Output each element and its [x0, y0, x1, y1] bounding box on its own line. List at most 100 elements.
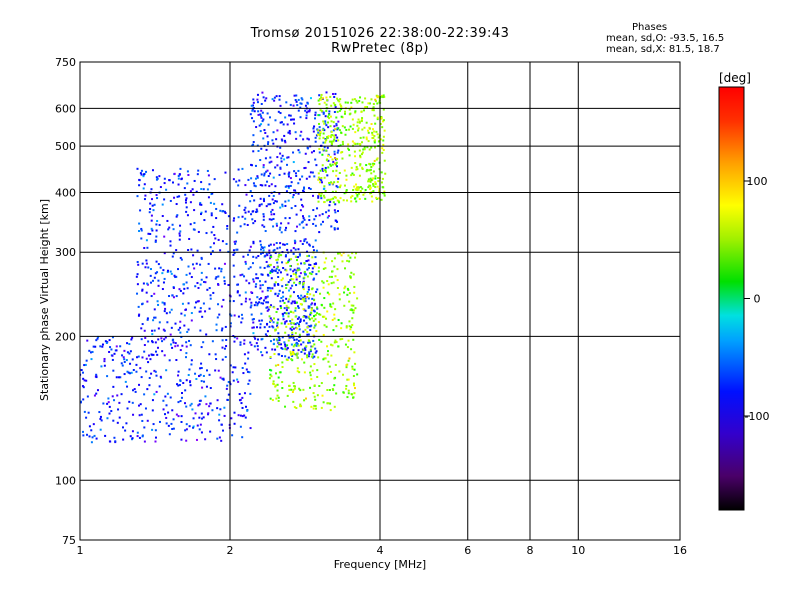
- data-point-x-mode: [330, 282, 333, 285]
- data-point-o-mode: [313, 218, 316, 221]
- data-point-o-mode: [244, 260, 247, 263]
- data-point-o-mode: [222, 298, 225, 301]
- data-point-x-mode: [346, 101, 349, 104]
- data-point-o-mode: [305, 260, 308, 263]
- data-point-o-mode: [184, 308, 187, 311]
- data-point-x-mode: [352, 338, 355, 341]
- data-point-x-mode: [276, 383, 279, 386]
- data-point-o-mode: [257, 110, 260, 113]
- data-point-o-mode: [104, 434, 107, 437]
- data-point-o-mode: [289, 327, 292, 330]
- data-point-x-mode: [350, 304, 353, 307]
- data-point-o-mode: [146, 317, 149, 320]
- data-point-x-mode: [281, 381, 284, 384]
- data-point-x-mode: [348, 292, 351, 295]
- data-point-x-mode: [353, 285, 356, 288]
- data-point-o-mode: [263, 255, 266, 258]
- data-point-x-mode: [357, 192, 360, 195]
- data-point-o-mode: [161, 350, 164, 353]
- data-point-o-mode: [182, 292, 185, 295]
- data-point-o-mode: [260, 246, 263, 249]
- data-point-x-mode: [334, 363, 337, 366]
- data-point-o-mode: [171, 428, 174, 431]
- data-point-x-mode: [323, 324, 326, 327]
- data-point-x-mode: [310, 307, 313, 310]
- data-point-o-mode: [135, 370, 138, 373]
- data-point-x-mode: [350, 101, 353, 104]
- data-point-o-mode: [240, 321, 243, 324]
- data-point-x-mode: [333, 313, 336, 316]
- data-point-o-mode: [329, 200, 332, 203]
- data-point-o-mode: [281, 348, 284, 351]
- data-point-o-mode: [115, 349, 118, 352]
- data-point-x-mode: [331, 318, 334, 321]
- data-point-x-mode: [336, 110, 339, 113]
- data-point-o-mode: [295, 344, 298, 347]
- data-point-o-mode: [180, 177, 183, 180]
- data-point-x-mode: [355, 183, 358, 186]
- data-point-x-mode: [342, 391, 345, 394]
- data-point-x-mode: [302, 283, 305, 286]
- data-point-o-mode: [173, 172, 176, 175]
- data-point-o-mode: [164, 395, 167, 398]
- data-point-o-mode: [279, 167, 282, 170]
- data-point-o-mode: [192, 254, 195, 257]
- data-point-x-mode: [350, 326, 353, 329]
- data-point-x-mode: [327, 135, 330, 138]
- data-point-o-mode: [150, 353, 153, 356]
- data-point-o-mode: [161, 203, 164, 206]
- data-point-x-mode: [364, 189, 367, 192]
- data-point-o-mode: [232, 379, 235, 382]
- data-point-o-mode: [299, 106, 302, 109]
- data-point-o-mode: [214, 369, 217, 372]
- data-point-o-mode: [271, 198, 274, 201]
- data-point-o-mode: [178, 195, 181, 198]
- data-point-o-mode: [174, 345, 177, 348]
- data-point-o-mode: [322, 141, 325, 144]
- data-point-o-mode: [200, 380, 203, 383]
- data-point-o-mode: [243, 353, 246, 356]
- data-point-o-mode: [140, 229, 143, 232]
- data-point-o-mode: [290, 302, 293, 305]
- data-point-x-mode: [369, 163, 372, 166]
- data-point-x-mode: [330, 370, 333, 373]
- data-point-o-mode: [291, 284, 294, 287]
- data-point-x-mode: [281, 361, 284, 364]
- data-point-o-mode: [121, 354, 124, 357]
- data-point-o-mode: [161, 215, 164, 218]
- grid-lines: [80, 62, 680, 540]
- data-point-o-mode: [294, 99, 297, 102]
- data-point-o-mode: [185, 273, 188, 276]
- data-point-x-mode: [373, 162, 376, 165]
- data-point-o-mode: [305, 114, 308, 117]
- data-point-o-mode: [256, 302, 259, 305]
- data-point-o-mode: [318, 151, 321, 154]
- data-point-x-mode: [320, 192, 323, 195]
- data-point-o-mode: [115, 376, 118, 379]
- data-point-o-mode: [95, 437, 98, 440]
- data-point-o-mode: [236, 283, 239, 286]
- data-point-x-mode: [285, 304, 288, 307]
- data-point-o-mode: [196, 424, 199, 427]
- data-point-o-mode: [189, 380, 192, 383]
- data-point-x-mode: [369, 184, 372, 187]
- data-point-x-mode: [330, 181, 333, 184]
- data-point-o-mode: [309, 350, 312, 353]
- data-point-o-mode: [216, 437, 219, 440]
- data-point-o-mode: [334, 211, 337, 214]
- data-point-o-mode: [146, 388, 149, 391]
- data-point-o-mode: [149, 281, 152, 284]
- data-point-o-mode: [215, 217, 218, 220]
- data-point-o-mode: [209, 201, 212, 204]
- data-point-o-mode: [297, 306, 300, 309]
- data-point-o-mode: [299, 102, 302, 105]
- data-point-o-mode: [306, 147, 309, 150]
- data-point-o-mode: [287, 156, 290, 159]
- data-point-o-mode: [261, 111, 264, 114]
- data-point-x-mode: [333, 134, 336, 137]
- data-point-o-mode: [223, 210, 226, 213]
- data-point-o-mode: [285, 320, 288, 323]
- data-point-x-mode: [290, 258, 293, 261]
- data-point-o-mode: [281, 139, 284, 142]
- data-point-o-mode: [223, 406, 226, 409]
